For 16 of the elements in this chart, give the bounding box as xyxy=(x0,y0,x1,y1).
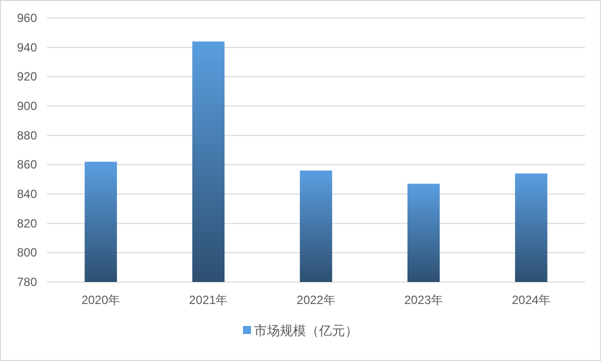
y-tick-label: 820 xyxy=(16,216,38,230)
x-tick-label: 2023年 xyxy=(404,293,443,307)
x-tick-label: 2024年 xyxy=(512,293,551,307)
y-tick-label: 940 xyxy=(16,40,38,54)
y-tick-label: 840 xyxy=(16,187,38,201)
y-tick-label: 880 xyxy=(16,128,38,142)
y-tick-label: 860 xyxy=(16,158,38,172)
y-tick-label: 800 xyxy=(16,246,38,260)
x-tick-label: 2022年 xyxy=(296,293,336,307)
x-tick-label: 2020年 xyxy=(81,293,120,307)
legend-label: 市场规模（亿元） xyxy=(254,323,358,338)
y-tick-label: 900 xyxy=(16,99,38,113)
y-tick-label: 780 xyxy=(16,275,38,289)
x-tick-label: 2021年 xyxy=(189,293,228,307)
y-tick-label: 960 xyxy=(16,11,38,25)
y-tick-label: 920 xyxy=(16,70,38,84)
